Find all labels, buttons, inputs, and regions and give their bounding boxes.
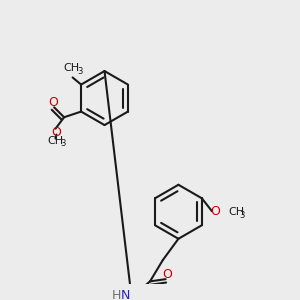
Text: N: N [121,289,130,300]
Text: CH: CH [228,207,244,217]
Text: CH: CH [47,136,64,146]
Text: O: O [210,205,220,218]
Text: 3: 3 [77,67,83,76]
Text: O: O [162,268,172,281]
Text: H: H [111,289,121,300]
Text: 3: 3 [239,211,244,220]
Text: O: O [52,126,61,140]
Text: O: O [48,96,58,109]
Text: 3: 3 [61,139,66,148]
Text: CH: CH [63,64,79,74]
